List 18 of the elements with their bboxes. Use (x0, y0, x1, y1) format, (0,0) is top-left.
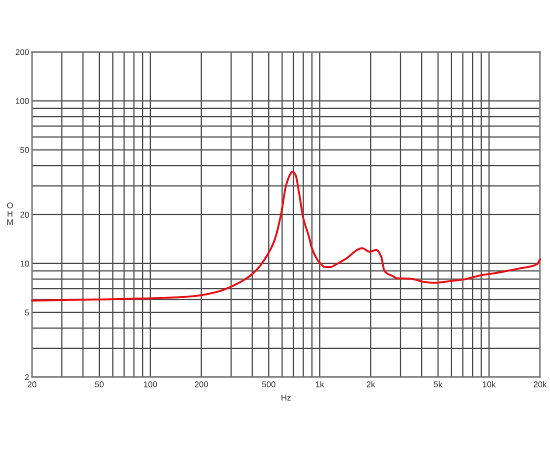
x-tick-label: 200 (194, 381, 208, 388)
x-tick-label: 100 (144, 381, 157, 388)
y-tick-label: 100 (16, 98, 29, 104)
y-axis-title: OHM (7, 202, 13, 226)
x-tick-label: 50 (95, 381, 104, 388)
x-tick-label: 20k (534, 381, 547, 388)
x-tick-label: 1k (316, 381, 324, 388)
x-axis-title: Hz (282, 394, 291, 401)
y-tick-label: 20 (20, 212, 29, 218)
y-tick-label: 2 (25, 374, 29, 380)
x-tick-label: 10k (482, 381, 496, 388)
x-tick-label: 5k (434, 381, 442, 388)
y-tick-label: 5 (24, 310, 29, 316)
y-tick-label: 200 (16, 49, 29, 56)
y-tick-label: 50 (20, 147, 29, 153)
y-tick-label: 10 (20, 260, 29, 267)
x-tick-label: 2k (366, 381, 376, 388)
x-tick-label: 500 (262, 381, 276, 388)
